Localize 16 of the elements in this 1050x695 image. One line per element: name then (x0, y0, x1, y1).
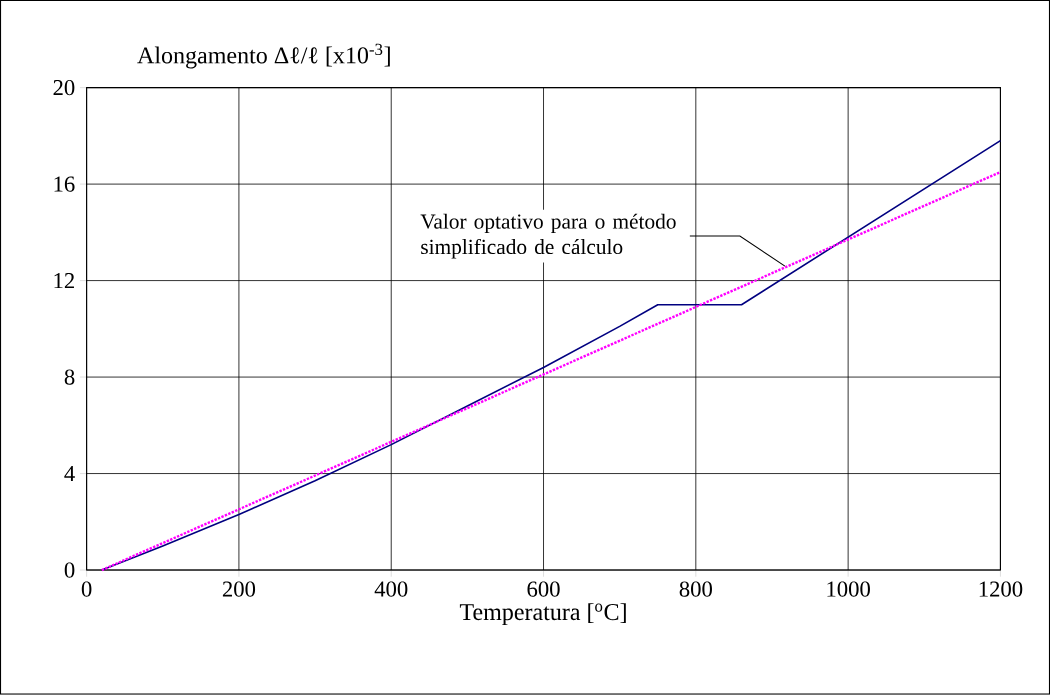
x-tick-label: 400 (374, 581, 408, 597)
y-tick-label: 20 (53, 80, 75, 96)
y-tick-label: 4 (64, 466, 75, 482)
y-tick-label: 16 (54, 176, 75, 192)
x-tick-label: 0 (81, 581, 92, 597)
y-tick-label: 0 (64, 562, 75, 578)
x-tick-label: 1200 (979, 581, 1023, 597)
x-axis-title: Temperatura [$^{o}$C] (459, 603, 626, 626)
y-axis-title: Alongamento Δℓ/ℓ [x10$^{-3}$] (137, 43, 390, 69)
annotation: Valor optativo para o método simplificado de cálculo (420, 213, 676, 259)
x-tick-label: 200 (222, 581, 256, 597)
y-tick-label: 8 (64, 369, 75, 385)
x-tick-label: 600 (527, 581, 560, 597)
x-tick-label: 1000 (827, 581, 870, 597)
y-tick-label: 12 (54, 273, 74, 289)
x-tick-label: 800 (679, 581, 712, 597)
